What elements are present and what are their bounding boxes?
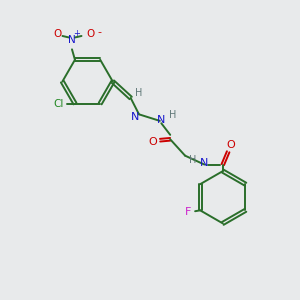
Text: O: O — [148, 137, 157, 147]
Text: H: H — [189, 155, 197, 165]
Text: H: H — [135, 88, 143, 98]
Text: Cl: Cl — [53, 98, 64, 109]
Text: N: N — [68, 35, 76, 45]
Text: O: O — [227, 140, 236, 150]
Text: F: F — [185, 207, 191, 217]
Text: N: N — [200, 158, 208, 168]
Text: N: N — [131, 112, 140, 122]
Text: -: - — [97, 27, 101, 38]
Text: O: O — [86, 29, 94, 40]
Text: +: + — [73, 29, 80, 38]
Text: H: H — [169, 110, 176, 120]
Text: O: O — [53, 29, 61, 40]
Text: N: N — [157, 115, 166, 125]
